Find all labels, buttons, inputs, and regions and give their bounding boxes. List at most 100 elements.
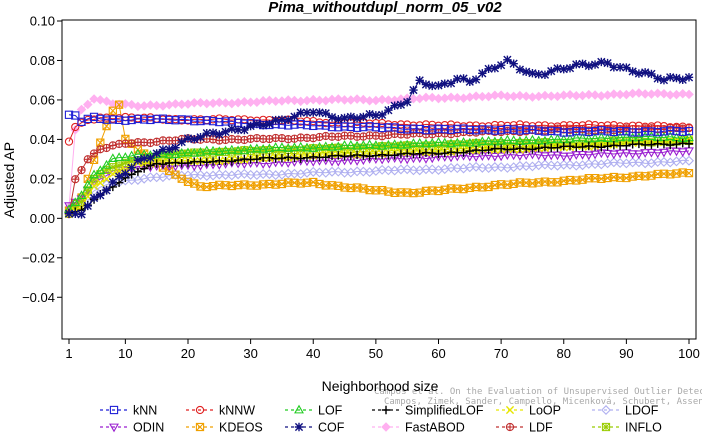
data-point	[465, 121, 474, 130]
watermark-line-1: Campos et al. On the Evaluation of Unsup…	[374, 387, 702, 397]
data-point	[684, 139, 694, 148]
data-point	[183, 115, 193, 124]
data-point	[578, 142, 587, 152]
data-point	[622, 63, 631, 72]
data-point	[277, 153, 287, 163]
data-point	[189, 147, 200, 157]
x-tick-label: 90	[619, 346, 633, 361]
data-point	[314, 95, 325, 106]
data-point	[534, 70, 543, 79]
legend-item-SimplifiedLOF: SimplifiedLOF	[372, 404, 484, 418]
data-point	[496, 90, 506, 100]
data-point	[502, 134, 513, 144]
legend-marker	[601, 422, 611, 432]
legend-marker	[294, 404, 304, 414]
data-point	[402, 97, 412, 107]
data-point	[195, 97, 206, 108]
legend-label: LoOP	[529, 404, 561, 418]
data-point	[239, 96, 250, 107]
data-point	[590, 60, 600, 69]
data-point	[358, 166, 369, 177]
data-point	[446, 120, 456, 129]
data-point	[183, 134, 193, 143]
data-point	[647, 69, 656, 79]
data-point	[634, 128, 644, 137]
data-point	[177, 137, 186, 147]
data-point	[672, 140, 681, 149]
data-point	[202, 116, 211, 125]
data-point	[371, 123, 381, 132]
data-point	[452, 93, 463, 103]
legend-item-LDF: LDF	[496, 421, 553, 434]
x-tick-label: 100	[678, 346, 700, 361]
data-point	[402, 164, 413, 175]
data-point	[565, 142, 575, 151]
data-point	[678, 122, 687, 131]
data-point	[240, 125, 249, 135]
data-point	[647, 122, 656, 131]
data-point	[428, 81, 437, 91]
data-point	[659, 75, 669, 85]
data-point	[653, 74, 662, 83]
data-point	[165, 115, 174, 125]
data-point	[471, 161, 482, 172]
data-point	[333, 166, 344, 177]
data-point	[622, 122, 631, 131]
x-tick-label: 20	[181, 346, 195, 361]
data-point	[127, 115, 136, 125]
data-point	[283, 143, 294, 152]
data-point	[83, 114, 92, 124]
legend-marker	[294, 422, 304, 432]
data-point	[71, 122, 80, 132]
data-point	[195, 169, 206, 180]
data-point	[515, 126, 525, 135]
data-point	[666, 136, 675, 145]
data-point	[459, 124, 468, 133]
data-point	[340, 113, 349, 123]
data-point	[290, 153, 299, 163]
data-point	[358, 94, 369, 105]
series-layer	[64, 55, 694, 219]
data-point	[496, 135, 507, 145]
data-point	[578, 127, 587, 136]
data-point	[684, 155, 694, 166]
data-point	[597, 143, 606, 152]
data-point	[139, 154, 149, 163]
legend-label: INFLO	[625, 421, 662, 434]
data-point	[201, 145, 212, 155]
data-point	[314, 141, 325, 151]
data-point	[296, 154, 305, 163]
data-point	[315, 108, 324, 117]
data-point	[220, 98, 231, 108]
data-point	[146, 153, 155, 163]
data-point	[590, 126, 600, 136]
data-point	[190, 134, 199, 144]
data-point	[571, 90, 582, 101]
series-KDEOS	[64, 100, 694, 215]
data-point	[578, 121, 587, 130]
data-point	[465, 77, 475, 86]
data-point	[396, 124, 406, 134]
data-point	[121, 169, 130, 178]
data-point	[615, 122, 625, 131]
data-point	[296, 119, 305, 129]
data-point	[302, 108, 312, 117]
data-point	[666, 126, 675, 135]
data-point	[659, 127, 669, 136]
data-point	[120, 152, 131, 161]
legend-marker	[601, 405, 611, 415]
data-point	[659, 88, 669, 99]
data-point	[352, 94, 362, 104]
legend-item-COF: COF	[285, 421, 345, 434]
data-point	[327, 122, 337, 132]
data-point	[672, 73, 681, 83]
data-point	[83, 186, 92, 195]
data-point	[515, 90, 525, 101]
x-tick-label: 60	[431, 346, 445, 361]
legend-marker	[381, 405, 391, 415]
data-point	[82, 179, 93, 189]
data-point	[552, 151, 563, 161]
data-point	[77, 165, 86, 175]
series-LOF	[64, 131, 694, 213]
data-point	[295, 141, 306, 151]
